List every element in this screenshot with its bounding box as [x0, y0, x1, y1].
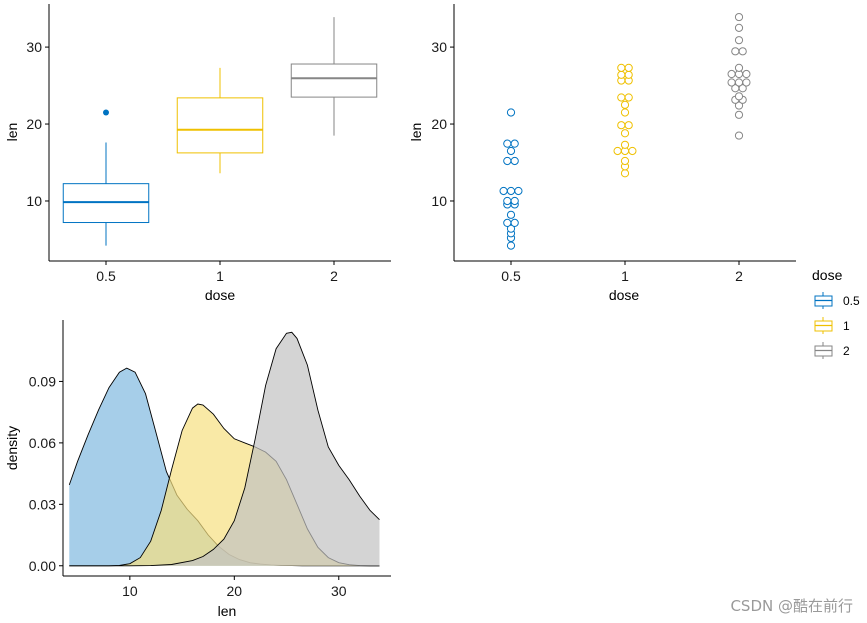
dot-point: [734, 92, 744, 101]
dot-point: [510, 218, 519, 228]
dot-point: [620, 156, 630, 166]
density-y-tick-label: 0.06: [29, 435, 56, 451]
dot-point: [506, 186, 516, 196]
dot-point: [506, 241, 516, 250]
density-area-2: [69, 332, 380, 566]
dot-point: [734, 23, 744, 32]
dot-point: [734, 12, 744, 22]
density-x-tick-label: 20: [227, 583, 243, 599]
boxplot-panel: 0.5 1 2 10 20 30 dose len: [4, 4, 391, 303]
dot-point: [731, 47, 740, 56]
dot-point: [620, 100, 630, 109]
dot-point: [503, 139, 512, 148]
box-outlier-point: [103, 109, 109, 116]
dotplot-y-tick-label: 20: [431, 116, 447, 132]
dotplot-x-title: dose: [609, 287, 640, 303]
density-y-tick-label: 0.00: [29, 558, 56, 574]
boxplot-marks: [62, 17, 378, 246]
dot-point: [620, 140, 630, 149]
dot-point: [510, 156, 519, 166]
dot-point: [624, 63, 633, 72]
boxplot-y-title: len: [4, 123, 20, 142]
boxplot-x-tick-label: 0.5: [96, 268, 116, 284]
boxplot-y-tick-label: 30: [26, 39, 42, 55]
dotplot-marks: [499, 12, 751, 250]
legend-item-label: 2: [843, 344, 850, 358]
dot-point: [734, 110, 744, 119]
dot-point: [734, 36, 744, 45]
density-x-tick-label: 10: [122, 583, 138, 599]
dot-point: [628, 146, 637, 156]
dot-point: [738, 84, 747, 93]
dot-point: [734, 63, 744, 72]
density-y-tick-label: 0.09: [29, 373, 56, 389]
dot-point: [506, 108, 516, 117]
dotplot-y-tick-label: 10: [431, 193, 447, 209]
dot-point: [734, 78, 744, 87]
dot-point: [510, 196, 519, 206]
dot-point: [510, 139, 519, 148]
density-panel: 10 20 30 0.00 0.03 0.06 0.09 len density: [4, 320, 391, 619]
dot-point: [617, 93, 626, 102]
dot-point: [499, 186, 508, 196]
dotplot-ticks: 0.5 1 2 10 20 30: [431, 39, 743, 284]
dotplot-y-tick-label: 30: [431, 39, 447, 55]
density-x-title: len: [218, 603, 237, 619]
dotplot-panel: 0.5 1 2 10 20 30 dose len: [408, 4, 796, 303]
dot-point: [738, 47, 747, 56]
dot-point: [624, 70, 633, 79]
dot-point: [506, 146, 516, 156]
dot-point: [624, 93, 633, 102]
dot-point: [620, 169, 630, 178]
legend-item-label: 0.5: [843, 294, 860, 308]
boxplot-x-title: dose: [205, 287, 236, 303]
dot-point: [734, 101, 744, 110]
dot-point: [617, 121, 626, 130]
dot-point: [617, 70, 626, 79]
dot-point: [503, 218, 512, 228]
dot-point: [620, 129, 630, 138]
density-x-tick-label: 30: [331, 583, 347, 599]
dot-point: [734, 131, 744, 140]
dotplot-x-tick-label: 1: [621, 268, 629, 284]
dot-point: [742, 78, 751, 87]
legend: dose 0.5 1 2: [812, 267, 860, 359]
density-y-tick-label: 0.03: [29, 496, 56, 512]
watermark-text: CSDN @酷在前行: [730, 597, 853, 615]
dot-point: [506, 224, 516, 233]
dot-point: [620, 108, 630, 117]
density-area-0.5: [69, 368, 380, 566]
box-iqr-rect: [290, 63, 378, 98]
dot-point: [624, 121, 633, 130]
density-ticks: 10 20 30 0.00 0.03 0.06 0.09: [29, 373, 347, 599]
dot-point: [742, 69, 751, 79]
boxplot-y-tick-label: 10: [26, 193, 42, 209]
legend-title: dose: [812, 267, 843, 283]
dotplot-x-tick-label: 0.5: [501, 268, 521, 284]
legend-items: 0.5 1 2: [814, 292, 860, 359]
dot-point: [503, 196, 512, 206]
boxplot-y-tick-label: 20: [26, 116, 42, 132]
boxplot-x-tick-label: 2: [330, 268, 338, 284]
dot-point: [506, 210, 516, 219]
dotplot-y-title: len: [408, 123, 424, 142]
boxplot-x-tick-label: 1: [216, 268, 224, 284]
dot-point: [514, 186, 523, 196]
legend-item-label: 1: [843, 319, 850, 333]
dot-point: [617, 63, 626, 72]
density-marks: [68, 331, 380, 567]
box-iqr-rect: [176, 97, 264, 154]
dot-point: [503, 156, 512, 166]
dot-point: [613, 146, 622, 156]
dot-point: [727, 69, 736, 79]
density-line-2: [69, 331, 380, 567]
density-y-title: density: [4, 426, 20, 470]
dot-point: [727, 78, 736, 87]
boxplot-ticks: 0.5 1 2 10 20 30: [26, 39, 338, 284]
dotplot-x-tick-label: 2: [735, 268, 743, 284]
